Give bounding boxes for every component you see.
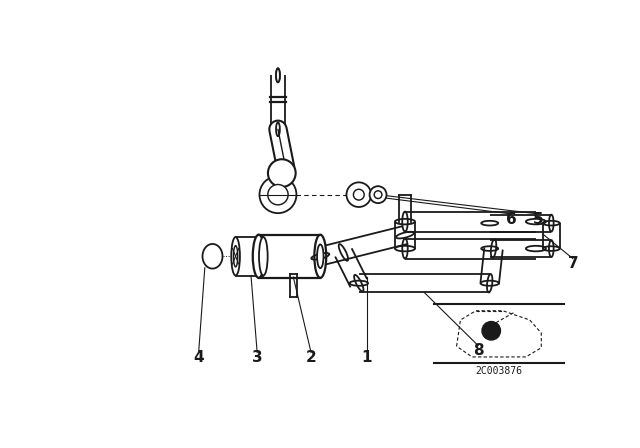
Circle shape xyxy=(268,159,296,187)
Circle shape xyxy=(259,176,296,213)
Ellipse shape xyxy=(314,235,326,278)
Circle shape xyxy=(369,186,387,203)
Ellipse shape xyxy=(259,237,268,276)
Text: 4: 4 xyxy=(193,350,204,366)
Circle shape xyxy=(353,189,364,200)
Text: 8: 8 xyxy=(473,344,483,358)
Text: 1: 1 xyxy=(361,350,372,366)
Text: 2: 2 xyxy=(306,350,316,366)
Text: 3: 3 xyxy=(252,350,262,366)
Text: 5: 5 xyxy=(533,212,543,227)
Ellipse shape xyxy=(253,235,264,278)
Ellipse shape xyxy=(317,245,324,268)
Circle shape xyxy=(482,322,500,340)
Circle shape xyxy=(268,185,288,205)
Circle shape xyxy=(374,191,382,198)
Ellipse shape xyxy=(231,237,240,276)
Ellipse shape xyxy=(234,246,237,267)
Circle shape xyxy=(346,182,371,207)
Ellipse shape xyxy=(276,69,280,82)
Ellipse shape xyxy=(202,244,223,269)
Text: 2C003876: 2C003876 xyxy=(476,366,522,376)
Text: 7: 7 xyxy=(568,256,578,271)
Text: 6: 6 xyxy=(506,212,516,227)
